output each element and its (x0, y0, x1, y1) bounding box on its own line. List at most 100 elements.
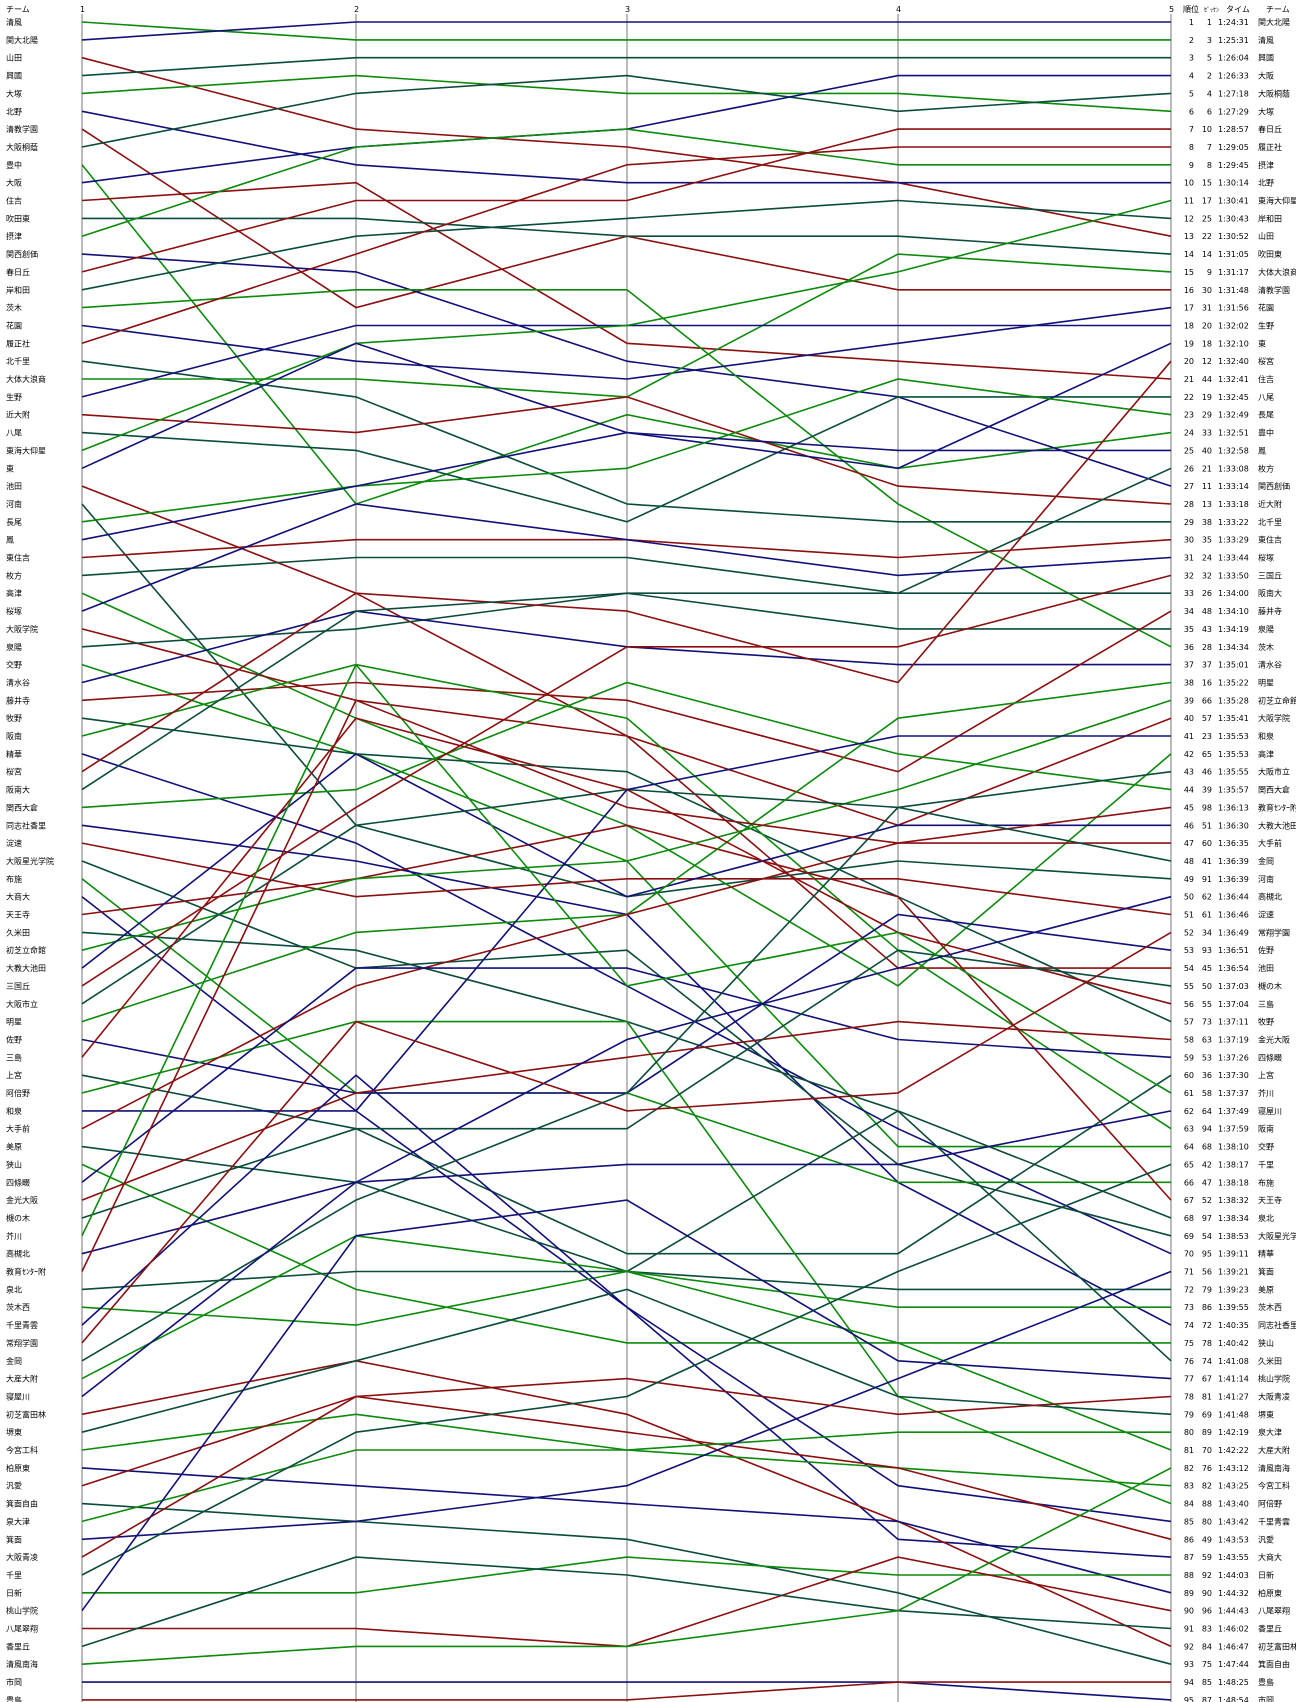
series-line (81, 806, 1172, 1362)
result-number: 1 (1207, 18, 1212, 27)
result-time: 1:34:34 (1218, 643, 1249, 652)
result-number: 26 (1202, 589, 1212, 598)
result-rank: 8 (1189, 143, 1194, 152)
result-team: 汎愛 (1258, 1534, 1274, 1544)
result-number: 58 (1202, 1089, 1212, 1098)
left-team-label: 大教大池田 (6, 963, 46, 973)
left-team-label: 東海大仰星 (6, 445, 46, 455)
series-line (81, 360, 1172, 773)
result-time: 1:29:05 (1218, 143, 1249, 152)
result-time: 1:37:19 (1218, 1036, 1249, 1045)
result-rank: 64 (1184, 1143, 1194, 1152)
result-team: 住吉 (1258, 374, 1274, 384)
result-team: 寝屋川 (1258, 1106, 1282, 1116)
result-team: 東海大仰星 (1258, 196, 1296, 206)
result-number: 62 (1202, 893, 1212, 902)
result-rank: 73 (1184, 1303, 1194, 1312)
result-time: 1:33:44 (1218, 554, 1249, 563)
result-rank: 3 (1189, 54, 1194, 63)
left-team-label: 布施 (6, 874, 22, 884)
result-number: 15 (1202, 179, 1212, 188)
result-rank: 51 (1184, 911, 1194, 920)
result-time: 1:33:14 (1218, 482, 1249, 491)
result-team: 泉北 (1258, 1213, 1274, 1223)
left-team-label: 同志社香里 (6, 820, 46, 830)
result-team: 清水谷 (1258, 660, 1282, 670)
series-line (82, 1556, 1172, 1648)
result-time: 1:33:18 (1218, 500, 1249, 509)
series-line (81, 574, 1172, 987)
result-rank: 46 (1184, 821, 1194, 830)
series-line (81, 699, 1172, 951)
result-team: 吹田東 (1258, 249, 1282, 259)
result-time: 1:35:22 (1218, 679, 1249, 688)
left-team-label: 大阪桐蔭 (6, 142, 38, 152)
left-team-label: 千里 (6, 1570, 22, 1580)
result-number: 65 (1202, 750, 1212, 759)
result-team: 履正社 (1258, 142, 1282, 152)
result-rank: 72 (1184, 1285, 1194, 1294)
result-rank: 54 (1184, 964, 1194, 973)
left-team-label: 生野 (6, 392, 22, 402)
result-team: 大手前 (1258, 838, 1282, 848)
result-number: 75 (1202, 1660, 1212, 1669)
left-team-label: 大塚 (6, 88, 22, 98)
left-team-label: 上宮 (6, 1070, 22, 1080)
result-team: 上宮 (1258, 1070, 1274, 1080)
result-rank: 59 (1184, 1053, 1194, 1062)
result-time: 1:32:45 (1218, 393, 1249, 402)
result-rank: 19 (1184, 339, 1194, 348)
result-number: 82 (1202, 1482, 1212, 1491)
result-rank: 9 (1189, 161, 1194, 170)
number-header: ｾﾞｯｹﾝ (1204, 7, 1219, 14)
result-time: 1:33:29 (1218, 536, 1249, 545)
result-time: 1:31:56 (1218, 304, 1249, 313)
left-team-label: 岸和田 (6, 286, 30, 295)
left-team-label: 芥川 (6, 1232, 22, 1241)
result-time: 1:42:22 (1218, 1446, 1249, 1455)
series-line (81, 699, 1172, 1272)
result-team: 和泉 (1258, 731, 1274, 741)
result-rank: 22 (1184, 393, 1194, 402)
result-team: 北野 (1258, 179, 1274, 188)
left-team-label: 金岡 (6, 1356, 22, 1366)
result-time: 1:25:31 (1218, 36, 1249, 45)
result-rank: 26 (1184, 464, 1194, 473)
result-number: 96 (1202, 1607, 1212, 1616)
result-rank: 33 (1184, 589, 1194, 598)
left-team-label: 美原 (6, 1142, 22, 1152)
left-team-label: 阿倍野 (6, 1088, 30, 1098)
result-time: 1:36:44 (1218, 893, 1249, 902)
result-rank: 15 (1184, 268, 1194, 277)
result-time: 1:35:53 (1218, 750, 1249, 759)
series-line (81, 1074, 1172, 1523)
result-number: 8 (1207, 161, 1212, 170)
result-team: 大阪 (1258, 71, 1274, 81)
result-number: 73 (1202, 1018, 1212, 1027)
result-team: 教育ｾﾝﾀｰ附 (1258, 802, 1296, 812)
left-team-label: 藤井寺 (6, 695, 30, 705)
left-team-label: 泉大津 (6, 1516, 30, 1526)
result-team: 美原 (1258, 1284, 1274, 1294)
left-team-label: 堺東 (6, 1427, 22, 1437)
result-number: 53 (1202, 1053, 1212, 1062)
result-team: 市岡 (1258, 1695, 1274, 1702)
result-team: 関西大倉 (1258, 785, 1290, 795)
result-rank: 48 (1184, 857, 1194, 866)
series-line (81, 824, 1172, 1326)
result-time: 1:48:54 (1218, 1696, 1249, 1702)
result-rank: 21 (1184, 375, 1194, 384)
result-number: 11 (1202, 482, 1212, 491)
left-team-label: 槻の木 (6, 1213, 30, 1223)
header-row: チーム 順位 ｾﾞｯｹﾝ タイム チーム (6, 4, 1290, 14)
result-rank: 6 (1189, 107, 1194, 116)
result-number: 3 (1207, 36, 1212, 45)
result-team: 豊中 (1258, 428, 1274, 438)
result-team: 大産大附 (1258, 1445, 1290, 1455)
result-number: 20 (1202, 322, 1212, 331)
result-time: 1:37:03 (1218, 982, 1249, 991)
left-team-label: 近大附 (6, 410, 30, 420)
result-number: 36 (1202, 1071, 1212, 1080)
result-time: 1:36:39 (1218, 857, 1249, 866)
